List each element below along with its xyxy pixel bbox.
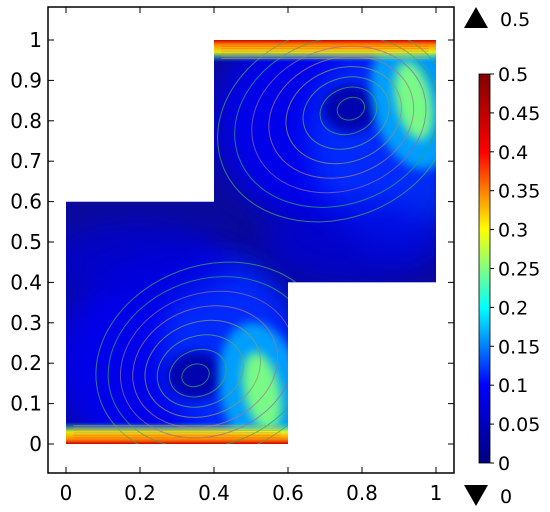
- colorbar: 0 0.05 0.1 0.15 0.2 0.25 0.3 0.35 0.4 0.45 0.5: [478, 64, 540, 475]
- y-tick-label: 1: [29, 28, 42, 52]
- x-tick-label: 0.6: [272, 481, 304, 505]
- colorbar-tick-label: 0.35: [498, 181, 540, 203]
- y-tick-label: 0.9: [10, 68, 42, 92]
- colorbar-gradient: [478, 73, 491, 464]
- colorbar-tick-label: 0.2: [498, 297, 528, 319]
- y-tick-label: 0.3: [10, 311, 42, 335]
- y-tick-label: 0.1: [10, 392, 42, 416]
- streamline: [285, 66, 402, 165]
- streamline: [302, 76, 390, 150]
- streamline-contours: [73, 40, 436, 444]
- max-marker: 0.5: [464, 7, 530, 31]
- min-triangle-icon: [464, 485, 488, 506]
- colorbar-tick-label: 0: [498, 453, 510, 475]
- colorbar-tick-label: 0.3: [498, 220, 528, 242]
- streamline: [319, 86, 378, 136]
- max-triangle-icon: [464, 7, 488, 28]
- y-axis: 0 0.1 0.2 0.3 0.4 0.5 0.6 0.7 0.8 0.9 1: [10, 28, 454, 456]
- x-tick-label: 0: [60, 481, 73, 505]
- y-tick-label: 0.8: [10, 109, 42, 133]
- x-tick-label: 0.8: [346, 481, 378, 505]
- min-label: 0: [500, 486, 512, 508]
- streamline: [132, 305, 279, 429]
- x-tick-label: 0.4: [198, 481, 230, 505]
- colorbar-tick-label: 0.25: [498, 259, 540, 281]
- streamline: [181, 363, 210, 388]
- y-tick-label: 0.5: [10, 230, 42, 254]
- y-tick-label: 0.6: [10, 190, 42, 214]
- streamline: [217, 40, 436, 223]
- max-label: 0.5: [500, 9, 530, 31]
- colorbar-tick-label: 0.5: [498, 64, 528, 86]
- y-tick-label: 0: [29, 432, 42, 456]
- colorbar-tick-label: 0.1: [498, 375, 528, 397]
- streamline: [336, 96, 366, 121]
- x-axis: 0 0.2 0.4 0.6 0.8 1: [60, 7, 443, 505]
- y-tick-label: 0.2: [10, 351, 42, 375]
- min-marker: 0: [464, 485, 512, 508]
- velocity-field: [66, 40, 436, 444]
- y-tick-label: 0.4: [10, 270, 42, 294]
- colorbar-tick-label: 0.15: [498, 336, 540, 358]
- streamline: [251, 45, 427, 194]
- streamline: [169, 348, 227, 398]
- colorbar-tick-label: 0.4: [498, 142, 528, 164]
- streamline: [156, 334, 244, 408]
- plot-frame: [47, 6, 455, 474]
- streamline: [144, 319, 261, 418]
- colorbar-tick-label: 0.45: [498, 103, 540, 125]
- y-tick-label: 0.7: [10, 149, 42, 173]
- x-tick-label: 1: [430, 481, 443, 505]
- colorbar-tick-label: 0.05: [498, 414, 540, 436]
- streamline: [268, 55, 415, 179]
- x-tick-label: 0.2: [124, 481, 156, 505]
